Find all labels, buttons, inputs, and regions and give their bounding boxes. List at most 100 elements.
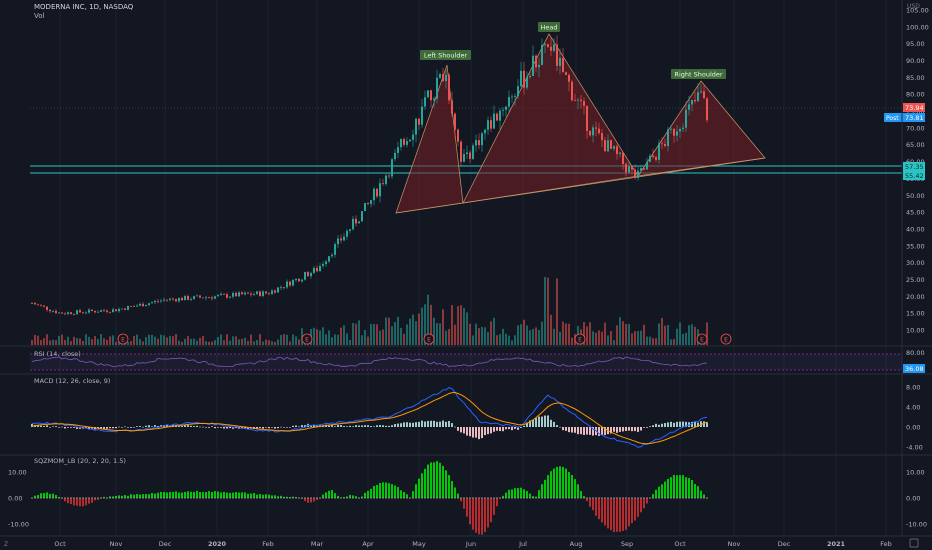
squeeze-bar xyxy=(466,498,468,517)
squeeze-dot xyxy=(631,497,633,499)
macd-title: MACD (12, 26, close, 9) xyxy=(34,377,110,385)
squeeze-dot xyxy=(421,497,423,499)
squeeze-bar xyxy=(175,491,177,498)
squeeze-dot xyxy=(346,497,348,499)
macd-histogram-bar xyxy=(388,425,390,427)
candle-body xyxy=(568,74,570,82)
candle-body xyxy=(79,310,81,313)
squeeze-dot xyxy=(322,497,324,499)
volume-bar xyxy=(529,330,531,345)
candle-body xyxy=(667,129,669,147)
candle-body xyxy=(130,306,132,307)
squeeze-dot xyxy=(256,497,258,499)
squeeze-dot xyxy=(91,497,93,499)
squeeze-dot xyxy=(361,497,363,499)
candle-body xyxy=(40,304,42,306)
squeeze-dot xyxy=(286,497,288,499)
candle-body xyxy=(508,96,510,107)
squeeze-bar xyxy=(442,465,444,498)
squeeze-bar xyxy=(697,486,699,498)
rsi-value: 36.08 xyxy=(905,365,924,373)
left-shoulder-triangle[interactable] xyxy=(395,64,464,214)
macd-histogram-bar xyxy=(532,419,534,427)
squeeze-bar xyxy=(67,498,69,504)
macd-histogram-bar xyxy=(232,427,234,429)
candle-body xyxy=(430,90,432,101)
macd-histogram-bar xyxy=(61,426,63,428)
squeeze-dot xyxy=(247,497,249,499)
squeeze-bar xyxy=(232,492,234,498)
volume-bar xyxy=(301,328,303,345)
squeeze-bar xyxy=(634,498,636,521)
squeeze-dot xyxy=(265,497,267,499)
squeeze-dot xyxy=(652,497,654,499)
macd-histogram-bar xyxy=(100,427,102,429)
squeeze-bar xyxy=(265,494,267,498)
volume-bar xyxy=(397,316,399,345)
macd-histogram-bar xyxy=(454,426,456,428)
right-shoulder-triangle[interactable] xyxy=(637,80,766,177)
candle-body xyxy=(106,310,108,312)
macd-histogram-bar xyxy=(460,427,462,433)
squeeze-dot xyxy=(196,497,198,499)
macd-histogram-bar xyxy=(208,427,210,428)
earnings-marker-circle xyxy=(423,333,435,345)
macd-histogram-bar xyxy=(154,425,156,427)
squeeze-dot xyxy=(607,497,609,499)
time-axis[interactable]: Oct Nov Dec 2020 Feb Mar Apr May Jun Jul Aug Sep Oct… xyxy=(54,540,891,548)
squeeze-bar xyxy=(157,492,159,498)
candle-body xyxy=(169,298,171,300)
macd-histogram-bar xyxy=(700,421,702,427)
squeeze-dot xyxy=(373,497,375,499)
squeeze-dot xyxy=(250,497,252,499)
squeeze-dot xyxy=(511,497,513,499)
squeeze-dot xyxy=(547,497,549,499)
settings-icon[interactable] xyxy=(909,538,919,548)
volume-bar xyxy=(226,334,228,345)
squeeze-bar xyxy=(493,498,495,515)
volume-bar xyxy=(373,323,375,345)
candle-body xyxy=(646,161,648,170)
squeeze-bar xyxy=(478,498,480,535)
rsi-pane[interactable]: RSI (14, close) 80.00 36.08 xyxy=(30,349,925,373)
candle-body xyxy=(655,156,657,160)
squeeze-pane[interactable]: SQZMOM_LB (20, 2, 20, 1.5) 10.00 0.00 -10.… xyxy=(8,457,927,535)
macd-pane[interactable]: MACD (12, 26, close, 9) 8.00 4.00 0.00 -4.0… xyxy=(31,377,923,452)
volume-bar xyxy=(652,338,654,345)
candle-body xyxy=(343,236,345,241)
head-and-shoulders-pattern[interactable] xyxy=(395,33,766,214)
squeeze-dot xyxy=(67,497,69,499)
volume-bar xyxy=(136,334,138,345)
squeeze-dot xyxy=(238,497,240,499)
squeeze-dot xyxy=(694,497,696,499)
macd-histogram-bar xyxy=(637,427,639,432)
head-triangle[interactable] xyxy=(462,33,639,204)
macd-histogram-bar xyxy=(421,420,423,427)
macd-histogram-bar xyxy=(448,420,450,427)
candle-body xyxy=(628,166,630,173)
squeeze-dot xyxy=(646,497,648,499)
neckline[interactable] xyxy=(395,157,766,214)
squeeze-dot xyxy=(682,497,684,499)
macd-histogram-bar xyxy=(499,427,501,432)
macd-histogram-bar xyxy=(226,427,228,429)
squeeze-dot xyxy=(592,497,594,499)
squeeze-bar xyxy=(631,498,633,524)
candle-body xyxy=(703,91,705,99)
squeeze-bar xyxy=(604,498,606,526)
macd-histogram-bar xyxy=(52,426,54,428)
squeeze-bar xyxy=(70,498,72,505)
candle-body xyxy=(100,310,102,312)
macd-histogram-bar xyxy=(235,427,237,429)
candle-body xyxy=(322,264,324,266)
volume-bar xyxy=(598,330,600,345)
candle-body xyxy=(334,244,336,255)
volume-bar xyxy=(325,334,327,345)
chart-title: MODERNA INC, 1D, NASDAQ xyxy=(34,3,134,11)
candle-body xyxy=(439,74,441,78)
volume-bar xyxy=(565,323,567,345)
squeeze-bar xyxy=(241,492,243,498)
timezone-icon[interactable]: Z xyxy=(4,541,8,548)
